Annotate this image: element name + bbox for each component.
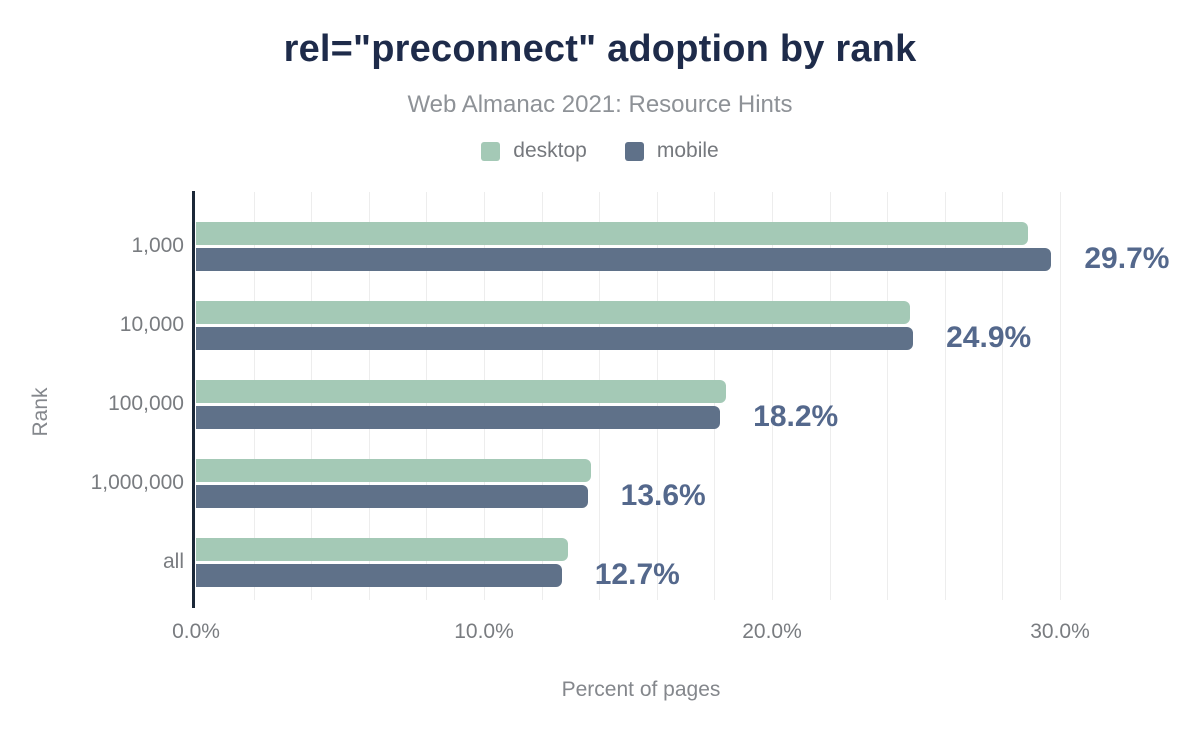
y-category-label: all — [162, 550, 184, 573]
mobile-swatch — [624, 141, 644, 161]
desktop-swatch — [481, 141, 501, 161]
y-category-label: 1,000,000 — [90, 471, 184, 494]
legend-item-mobile[interactable]: mobile — [624, 139, 719, 163]
legend-label-mobile: mobile — [656, 139, 719, 162]
chart-title: rel="preconnect" adoption by rank — [283, 28, 917, 70]
x-tick-label: 10.0% — [454, 620, 514, 643]
x-tick-label: 20.0% — [742, 620, 802, 643]
mobile-bar[interactable] — [196, 484, 588, 508]
x-tick-label: 0.0% — [172, 620, 220, 643]
y-category-label: 100,000 — [108, 392, 184, 415]
x-tick-label: 30.0% — [1030, 620, 1090, 643]
legend: desktop mobile — [0, 139, 1200, 163]
mobile-bar[interactable] — [196, 326, 914, 350]
bar-value-label: 13.6% — [620, 479, 706, 512]
bar-value-label: 29.7% — [1084, 242, 1170, 275]
desktop-bar[interactable] — [196, 379, 726, 403]
gridline — [1002, 192, 1004, 600]
gridline — [944, 192, 946, 600]
y-category-label: 1,000 — [131, 234, 184, 257]
bar-value-label: 18.2% — [753, 400, 839, 433]
x-axis-title: Percent of pages — [561, 678, 721, 701]
gridline — [1060, 192, 1061, 600]
mobile-bar[interactable] — [196, 405, 721, 429]
gridline — [772, 192, 773, 600]
desktop-bar[interactable] — [196, 537, 568, 561]
mobile-bar[interactable] — [196, 563, 562, 587]
gridline — [887, 192, 889, 600]
desktop-bar[interactable] — [196, 458, 591, 482]
gridline — [829, 192, 831, 600]
y-axis-line — [192, 191, 195, 608]
legend-item-desktop[interactable]: desktop — [481, 139, 587, 163]
bar-value-label: 12.7% — [594, 558, 680, 591]
desktop-bar[interactable] — [196, 300, 911, 324]
desktop-bar[interactable] — [196, 221, 1029, 245]
mobile-bar[interactable] — [196, 247, 1052, 271]
y-category-label: 10,000 — [119, 313, 184, 336]
bar-value-label: 24.9% — [946, 321, 1032, 354]
chart-subtitle: Web Almanac 2021: Resource Hints — [407, 91, 793, 118]
legend-label-desktop: desktop — [513, 139, 587, 162]
